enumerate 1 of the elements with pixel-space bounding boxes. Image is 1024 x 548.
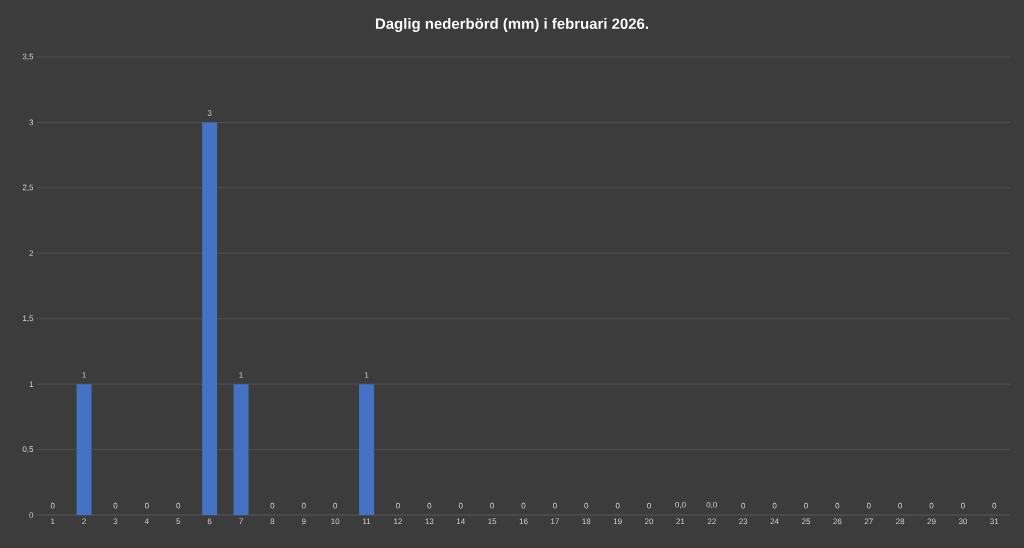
chart-title: Daglig nederbörd (mm) i februari 2026. xyxy=(375,18,648,32)
